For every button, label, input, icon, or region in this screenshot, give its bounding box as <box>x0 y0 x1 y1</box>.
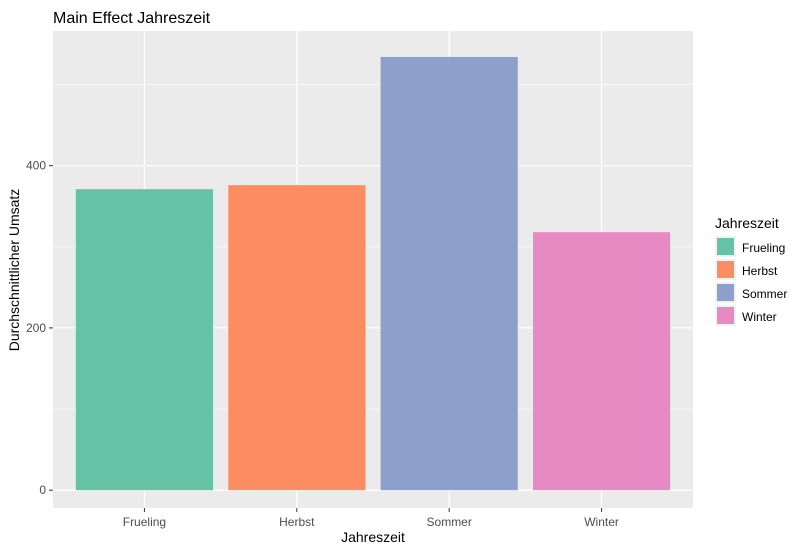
x-tick-label: Sommer <box>427 515 472 529</box>
legend-key-herbst <box>717 261 734 278</box>
bar-sommer <box>380 56 518 491</box>
legend-label: Herbst <box>742 264 778 278</box>
legend-key-winter <box>717 307 734 324</box>
legend-label: Winter <box>742 310 777 324</box>
x-axis: Frueling Herbst Sommer Winter <box>123 508 619 529</box>
y-tick-label: 200 <box>26 321 46 335</box>
legend-key-frueling <box>717 238 734 255</box>
legend-label: Sommer <box>742 287 787 301</box>
y-axis: 0 200 400 <box>26 159 53 497</box>
legend-key-sommer <box>717 284 734 301</box>
x-axis-title: Jahreszeit <box>341 529 405 545</box>
bar-winter <box>533 232 671 491</box>
x-tick-label: Frueling <box>123 515 166 529</box>
bars <box>75 56 671 491</box>
legend-label: Frueling <box>742 241 785 255</box>
bar-herbst <box>228 185 366 491</box>
y-tick-label: 400 <box>26 159 46 173</box>
x-tick-label: Herbst <box>279 515 315 529</box>
x-tick-label: Winter <box>584 515 619 529</box>
chart-title: Main Effect Jahreszeit <box>53 10 211 27</box>
legend-title: Jahreszeit <box>715 215 779 231</box>
legend: Jahreszeit Frueling Herbst Sommer Winter <box>715 215 787 326</box>
y-axis-title: Durchschnittlicher Umsatz <box>6 189 22 352</box>
y-tick-label: 0 <box>39 483 46 497</box>
bar-frueling <box>75 189 213 491</box>
